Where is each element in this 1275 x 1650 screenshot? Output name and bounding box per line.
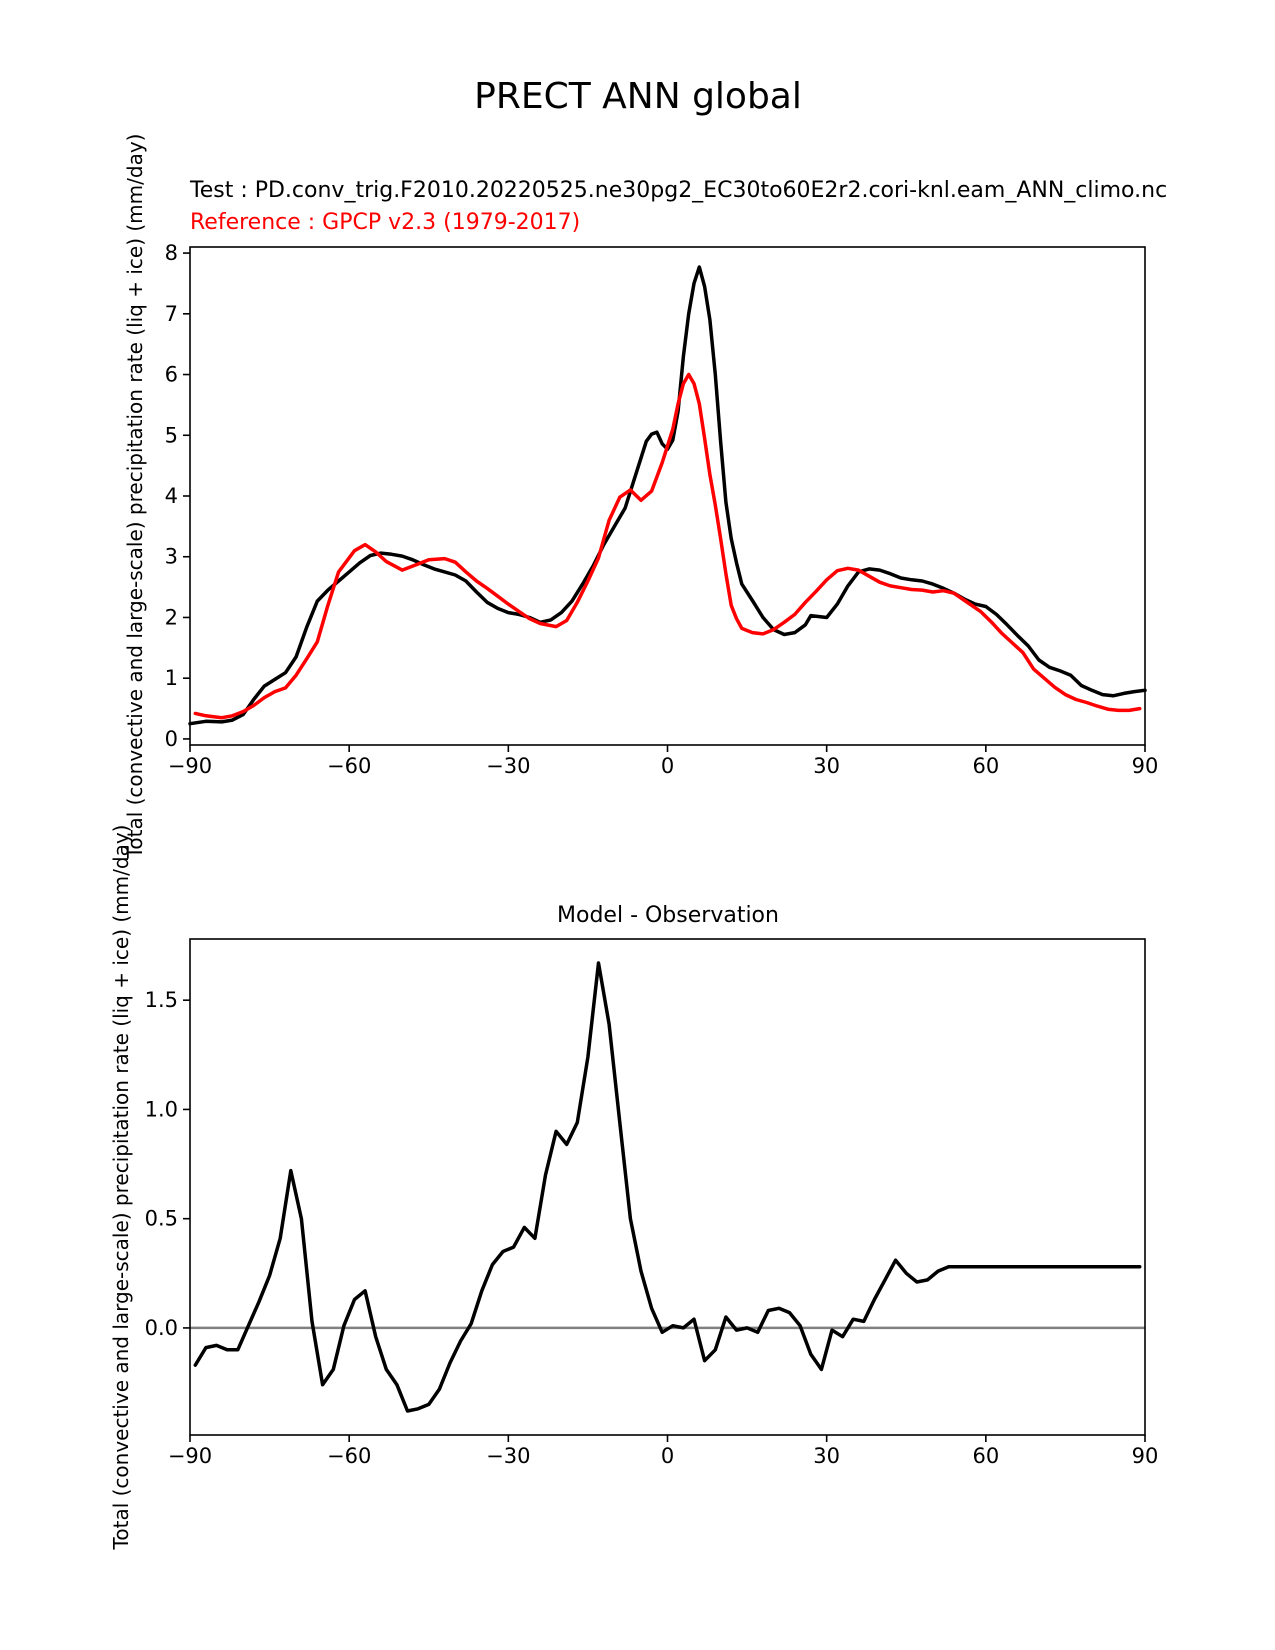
y-axis-label: Total (convective and large-scale) preci… bbox=[109, 825, 133, 1551]
x-tick-label: 60 bbox=[972, 1444, 999, 1468]
y-tick-label: 5 bbox=[165, 423, 178, 447]
x-tick-label: −90 bbox=[168, 1444, 212, 1468]
series-line-reference bbox=[193, 372, 1142, 720]
y-tick-label: 6 bbox=[165, 363, 178, 387]
x-tick-label: 90 bbox=[1132, 754, 1159, 778]
difference-panel: Model - Observation −90 −60 −30 0 30 60 90 0.0 0… bbox=[109, 825, 1158, 1551]
test-label: Test : PD.conv_trig.F2010.20220525.ne30p… bbox=[189, 178, 1167, 203]
y-tick-label: 8 bbox=[165, 241, 178, 265]
y-tick-label: 2 bbox=[165, 605, 178, 629]
x-tick-label: 30 bbox=[813, 1444, 840, 1468]
y-tick-label: 0.5 bbox=[145, 1207, 178, 1231]
y-tick-label: 7 bbox=[165, 302, 178, 326]
axes-frame bbox=[189, 246, 1146, 746]
x-tick-label: −30 bbox=[486, 754, 530, 778]
y-tick-label: 0 bbox=[165, 727, 178, 751]
y-tick-label: 1.0 bbox=[145, 1097, 178, 1121]
y-tick-label: 4 bbox=[165, 484, 178, 508]
x-tick-label: −90 bbox=[168, 754, 212, 778]
x-tick-label: 30 bbox=[813, 754, 840, 778]
x-tick-label: 60 bbox=[972, 754, 999, 778]
axes-frame bbox=[189, 938, 1146, 1436]
reference-label: Reference : GPCP v2.3 (1979-2017) bbox=[190, 210, 580, 235]
y-axis-label: Total (convective and large-scale) preci… bbox=[123, 134, 147, 860]
x-tick-label: 90 bbox=[1132, 1444, 1159, 1468]
y-tick-label: 1.5 bbox=[145, 988, 178, 1012]
series-line-test bbox=[188, 265, 1147, 726]
figure-title: PRECT ANN global bbox=[474, 76, 802, 117]
y-tick-label: 0.0 bbox=[145, 1316, 178, 1340]
x-tick-label: −60 bbox=[327, 1444, 371, 1468]
difference-panel-title: Model - Observation bbox=[557, 903, 779, 928]
series-line-model-observation bbox=[193, 961, 1142, 1413]
top-panel: −90 −60 −30 0 30 60 90 0 1 2 3 4 5 6 7 8 Total (convecti… bbox=[123, 134, 1158, 860]
x-tick-label: 0 bbox=[661, 754, 674, 778]
x-tick-label: −30 bbox=[486, 1444, 530, 1468]
y-tick-label: 1 bbox=[165, 666, 178, 690]
x-tick-label: −60 bbox=[327, 754, 371, 778]
x-tick-label: 0 bbox=[661, 1444, 674, 1468]
y-tick-label: 3 bbox=[165, 545, 178, 569]
